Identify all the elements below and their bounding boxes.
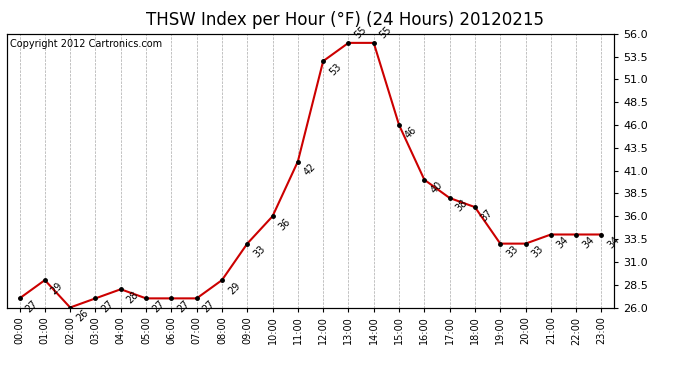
Text: 34: 34 xyxy=(606,235,622,250)
Text: 55: 55 xyxy=(378,25,394,41)
Text: 27: 27 xyxy=(23,298,39,314)
Text: 53: 53 xyxy=(327,61,343,77)
Text: 36: 36 xyxy=(277,216,293,232)
Text: 29: 29 xyxy=(226,280,242,296)
Text: 55: 55 xyxy=(353,25,368,41)
Text: 33: 33 xyxy=(530,244,546,260)
Text: 37: 37 xyxy=(479,207,495,223)
Text: 27: 27 xyxy=(175,298,191,314)
Text: 34: 34 xyxy=(555,235,571,250)
Text: 34: 34 xyxy=(580,235,596,250)
Text: 28: 28 xyxy=(125,290,141,305)
Text: 29: 29 xyxy=(49,280,65,296)
Text: 33: 33 xyxy=(504,244,520,260)
Text: 27: 27 xyxy=(150,298,166,314)
Text: 27: 27 xyxy=(99,298,115,314)
Text: THSW Index per Hour (°F) (24 Hours) 20120215: THSW Index per Hour (°F) (24 Hours) 2012… xyxy=(146,11,544,29)
Text: 33: 33 xyxy=(251,244,267,260)
Text: 26: 26 xyxy=(75,308,90,323)
Text: 38: 38 xyxy=(454,198,470,214)
Text: 42: 42 xyxy=(302,162,318,177)
Text: 27: 27 xyxy=(201,298,217,314)
Text: 46: 46 xyxy=(403,125,419,141)
Text: Copyright 2012 Cartronics.com: Copyright 2012 Cartronics.com xyxy=(10,39,162,49)
Text: 40: 40 xyxy=(428,180,444,196)
